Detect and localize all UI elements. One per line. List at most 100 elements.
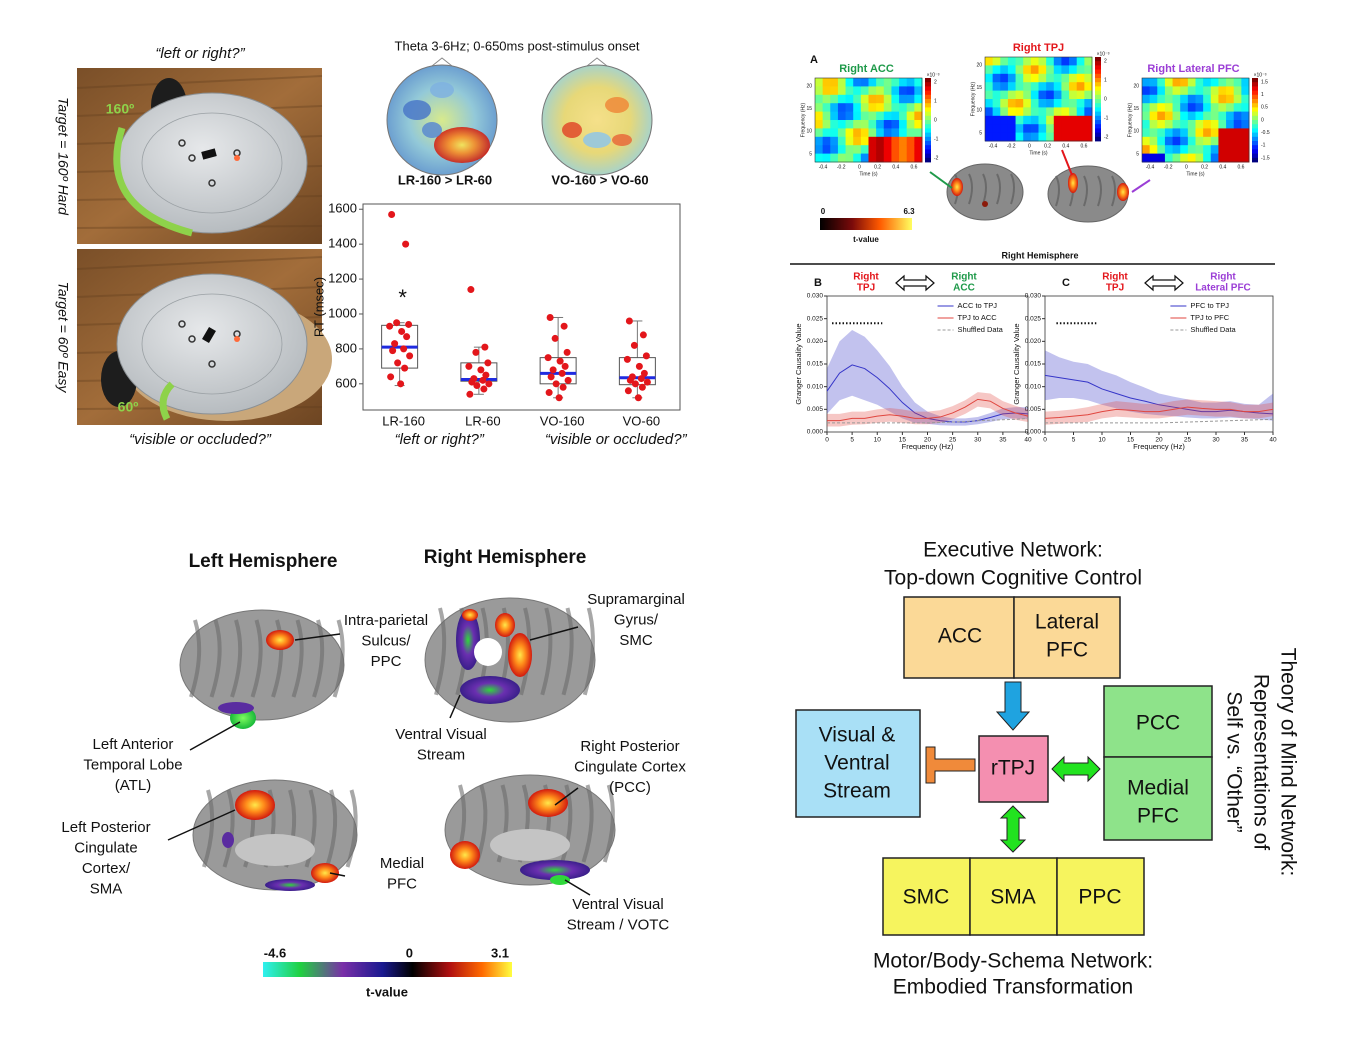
heatmap-cell	[853, 136, 862, 146]
heatmap-cell	[853, 120, 862, 129]
node-box	[1103, 685, 1213, 758]
node-box	[903, 596, 1015, 679]
region-label: (ATL)	[115, 777, 151, 794]
heatmap-cell	[1053, 82, 1062, 92]
double-arrow	[1051, 755, 1101, 783]
data-point	[403, 333, 411, 341]
data-point	[630, 341, 638, 349]
node-box	[795, 709, 921, 818]
heatmap-cell	[1226, 78, 1235, 87]
region-label: Ventral Visual	[572, 896, 663, 913]
heatmap-cell	[1000, 132, 1009, 142]
activation	[266, 630, 294, 650]
heatmap-cell	[1015, 107, 1024, 117]
heatmap-cell	[992, 115, 1001, 125]
colorbar-cell	[925, 99, 931, 104]
heatmap-cell	[1023, 82, 1032, 92]
heatmap-cell	[1038, 107, 1047, 117]
heatmap-cell	[914, 86, 923, 96]
heatmap-cell	[1226, 136, 1235, 146]
region-label: Gyrus/	[614, 611, 659, 628]
heatmap-cell	[985, 73, 994, 83]
colorbar-cell	[925, 124, 931, 129]
heatmap-cell	[1149, 136, 1158, 146]
heatmap-cell	[1233, 136, 1242, 146]
heatmap-cell	[1076, 90, 1085, 100]
data-point	[642, 352, 650, 360]
heatmap-cell	[1226, 103, 1235, 113]
heatmap-cell	[1195, 136, 1204, 146]
colorbar-cell	[1095, 94, 1101, 100]
heatmap-cell	[860, 153, 869, 163]
legend-label: TPJ to ACC	[958, 313, 998, 322]
brain-sulcus	[582, 607, 595, 696]
source-label: TPJ	[857, 283, 875, 294]
heatmap-cell	[860, 136, 869, 146]
data-point	[558, 369, 566, 377]
heatmap-cell	[1164, 153, 1174, 163]
heatmap-cell	[1226, 111, 1235, 121]
data-point	[400, 345, 408, 353]
heatmap-cell	[1076, 99, 1085, 108]
heatmap-cell	[985, 65, 994, 75]
rotation-arrow	[113, 126, 193, 237]
heatmap-cell	[891, 145, 900, 155]
colorbar-cell	[1095, 111, 1101, 117]
colorbar-cell	[925, 157, 931, 163]
heatmap-x-tick: -0.4	[1146, 164, 1155, 170]
colorbar-tick-label: -2	[934, 155, 939, 161]
colorbar-tick-label: 0.5	[1261, 105, 1268, 111]
heatmap-cell	[906, 128, 915, 138]
heatmap-cell	[1000, 90, 1009, 100]
region-label: Supramarginal	[587, 591, 685, 608]
heatmap-cell	[1157, 78, 1166, 87]
region-label: Intra-parietal	[344, 612, 428, 629]
heatmap-cell	[906, 136, 915, 146]
region-label: Stream	[417, 746, 465, 763]
heatmap-cell	[815, 103, 824, 113]
heatmap-cell	[1241, 103, 1250, 113]
heatmap-cell	[899, 136, 908, 146]
heatmap-x-tick: -0.2	[1164, 164, 1173, 170]
heatmap-cell	[1203, 136, 1212, 146]
heatmap-x-label: Time (s)	[1186, 171, 1204, 177]
heatmap-cell	[1164, 120, 1174, 129]
heatmap-cell	[891, 94, 900, 104]
angle-label: 160º	[106, 101, 134, 117]
activation	[218, 702, 254, 714]
data-point	[387, 373, 395, 381]
node-box	[1103, 756, 1213, 841]
region-label: Stream / VOTC	[567, 916, 670, 933]
heatmap-cell	[1084, 132, 1093, 142]
colorbar-cell	[1095, 65, 1101, 70]
heatmap-cell	[1023, 90, 1032, 100]
heatmap-cell	[1061, 132, 1070, 142]
data-point	[634, 394, 642, 402]
heatmap-cell	[837, 128, 847, 138]
activation	[508, 633, 532, 677]
colorbar-cell	[1095, 61, 1101, 66]
heatmap-cell	[1000, 73, 1009, 83]
activation	[528, 789, 568, 817]
heatmap-cell	[1061, 124, 1070, 134]
heatmap-cell	[914, 136, 923, 146]
heatmap-cell	[1149, 120, 1158, 129]
heatmap-cell	[1241, 86, 1250, 96]
data-point	[466, 390, 474, 398]
y-tick-label: 0.020	[807, 338, 824, 345]
topomap-blob	[605, 97, 629, 113]
heatmap-cell	[1030, 65, 1039, 75]
colorbar-label: t-value	[366, 984, 408, 999]
heatmap-x-tick: -0.4	[819, 164, 828, 170]
heatmap-cell	[899, 78, 908, 87]
heatmap-cell	[1053, 115, 1062, 125]
heatmap-cell	[1164, 136, 1174, 146]
heatmap-cell	[876, 136, 885, 146]
brain-sulcus	[325, 789, 338, 868]
heatmap-cell	[868, 120, 877, 129]
heatmap-cell	[891, 128, 900, 138]
heatmap-cell	[1218, 78, 1227, 87]
colorbar-cell	[925, 153, 931, 159]
x-axis-label: Frequency (Hz)	[902, 442, 954, 451]
heatmap-cell	[1195, 94, 1204, 104]
